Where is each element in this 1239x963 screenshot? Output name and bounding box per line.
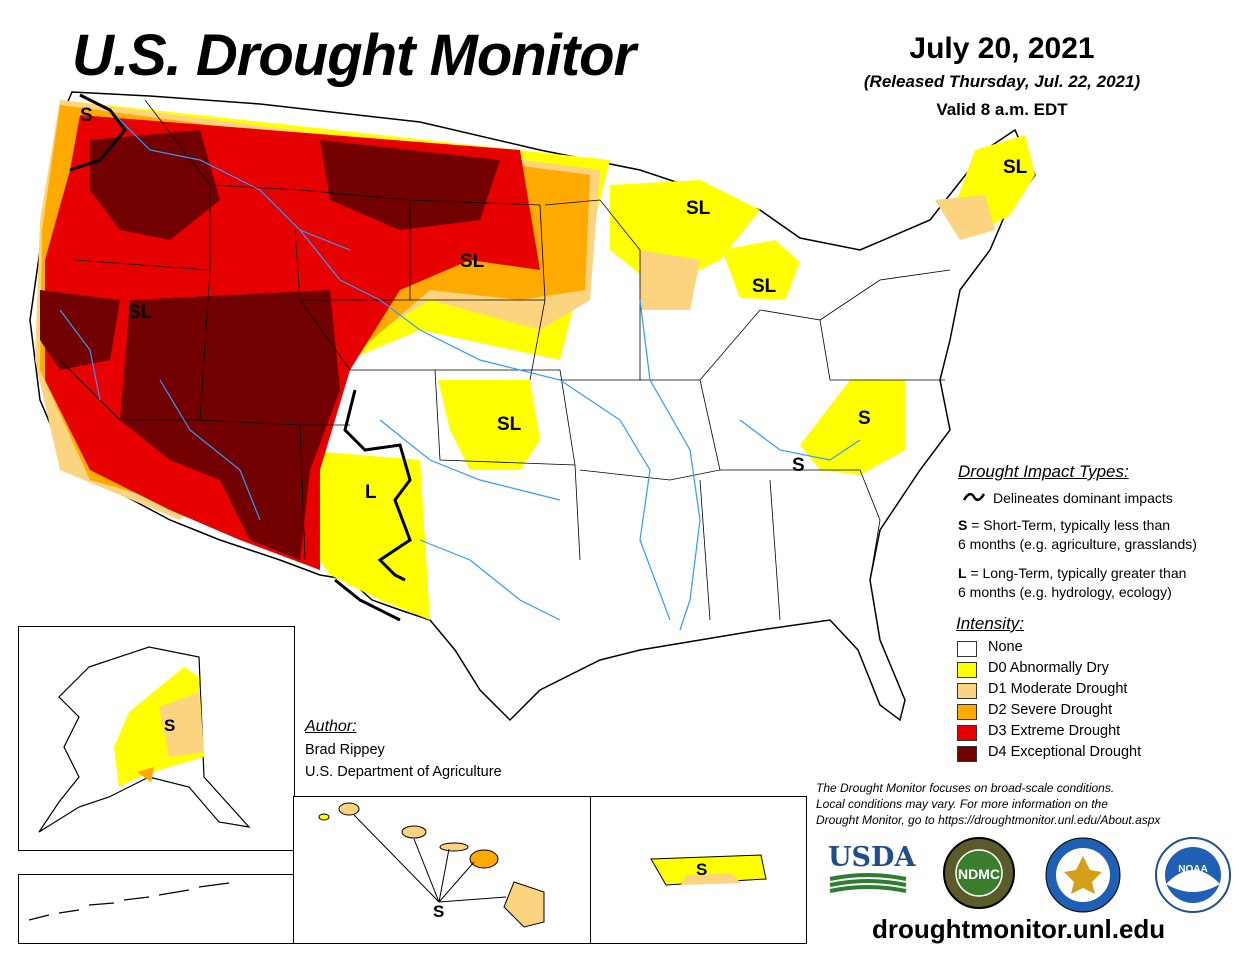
d1-region-newengland (935, 195, 995, 240)
impact-label-nv: SL (128, 302, 153, 323)
alaska-map: S (38, 646, 251, 833)
ndmc-logo: NDMC (943, 837, 1015, 909)
d0-region-michigan (722, 240, 800, 300)
release-date: (Released Thursday, Jul. 22, 2021) (863, 72, 1141, 91)
intensity-label: D4 Exceptional Drought (988, 744, 1142, 760)
short-term-desc-2: 6 months (e.g. agriculture, grasslands) (958, 536, 1197, 552)
noaa-logo-text: NOAA (1178, 864, 1207, 875)
usda-logo-hills (829, 873, 907, 893)
d0-region-virginia (800, 380, 905, 475)
intensity-label: D2 Severe Drought (988, 702, 1113, 718)
alaska-d0 (114, 667, 204, 787)
rivers (59, 109, 861, 631)
long-term-desc: = Long-Term, typically greater than (970, 565, 1187, 581)
ndmc-logo-text: NDMC (958, 866, 1000, 882)
intensity-label: D0 Abnormally Dry (988, 660, 1109, 676)
map-title: U.S. Drought Monitor (72, 23, 636, 88)
note-line-1: The Drought Monitor focuses on broad-sca… (816, 781, 1115, 795)
valid-time: Valid 8 a.m. EDT (936, 100, 1068, 119)
intensity-swatch (957, 704, 977, 720)
island-hawaii (503, 881, 545, 928)
impact-label-va: S (858, 408, 871, 429)
delineation-line-icon (962, 492, 986, 502)
usda-logo: USDA (828, 842, 916, 900)
intensity-label: None (988, 639, 1023, 655)
d4-region-southwest (120, 290, 340, 560)
alaska-d2 (137, 767, 154, 782)
puerto-rico-d1 (681, 873, 741, 885)
delineates-text: Delineates dominant impacts (993, 490, 1173, 506)
island-niihau (318, 813, 330, 821)
long-term-letter: L (958, 565, 967, 581)
impact-label-wa: S (80, 105, 93, 126)
impact-label-up: SL (686, 198, 711, 219)
state-boundaries (59, 99, 951, 621)
island-maui (469, 849, 499, 869)
hawaii-impact-label: S (433, 902, 444, 921)
d4-region-california (40, 290, 120, 370)
usda-logo-text: USDA (828, 842, 916, 873)
note-line-2: Local conditions may vary. For more info… (816, 797, 1108, 811)
short-term-letter: S (958, 517, 968, 533)
aleutian-islands (28, 882, 230, 921)
d0-region-kansas (438, 380, 540, 470)
alaska-d1 (159, 692, 204, 757)
intensity-label: D3 Extreme Drought (988, 723, 1121, 739)
hawaii-inset: S (293, 796, 592, 944)
impact-label-nc: S (792, 455, 805, 476)
map-date: July 20, 2021 (909, 32, 1095, 65)
intensity-swatch (957, 725, 977, 741)
long-term-desc-2: 6 months (e.g. hydrology, ecology) (958, 584, 1172, 600)
impact-label-me: SL (1003, 157, 1028, 178)
short-term-desc: = Short-Term, typically less than (971, 517, 1171, 533)
d4-region-montana (320, 140, 500, 230)
short-term-key: S = Short-Term, typically less than (958, 516, 1170, 535)
intensity-heading: Intensity: (956, 614, 1025, 633)
author-name: Brad Rippey (305, 742, 385, 758)
long-term-key: L = Long-Term, typically greater than (958, 564, 1186, 583)
impact-label-sd: SL (460, 251, 485, 272)
d1-region-wisconsin (640, 250, 700, 310)
author-org: U.S. Department of Agriculture (305, 764, 502, 780)
puerto-rico-impact-label: S (696, 860, 707, 879)
island-molokai (439, 842, 469, 852)
intensity-swatch (957, 662, 977, 678)
website-link[interactable]: droughtmonitor.unl.edu (872, 914, 1166, 944)
intensity-swatch (957, 641, 977, 657)
impact-label-mi: SL (752, 276, 777, 297)
hawaii-map: S (318, 802, 545, 928)
impact-types-heading: Drought Impact Types: (958, 462, 1129, 481)
doc-seal (1045, 837, 1121, 913)
aleutians-inset (18, 874, 295, 944)
intensity-label: D1 Moderate Drought (988, 681, 1128, 697)
alaska-impact-label: S (164, 716, 175, 735)
puerto-rico-inset: S (590, 796, 807, 944)
puerto-rico-land (650, 854, 767, 886)
author-heading: Author: (305, 718, 357, 735)
island-oahu (401, 825, 427, 839)
d0-region-texas (290, 450, 430, 620)
noaa-logo: NOAA (1155, 837, 1231, 913)
hawaii-label-leaders (353, 814, 507, 903)
intensity-swatch (957, 683, 977, 699)
intensity-swatch (957, 746, 977, 762)
impact-label-ks: SL (497, 414, 522, 435)
island-kauai (338, 802, 360, 816)
note-line-3: Drought Monitor, go to https://droughtmo… (816, 813, 1161, 827)
alaska-inset: S (18, 626, 295, 851)
aleutians-map (28, 882, 230, 921)
impact-boundaries (69, 93, 412, 622)
puerto-rico-map: S (650, 854, 767, 886)
impact-label-nm: L (365, 482, 377, 503)
